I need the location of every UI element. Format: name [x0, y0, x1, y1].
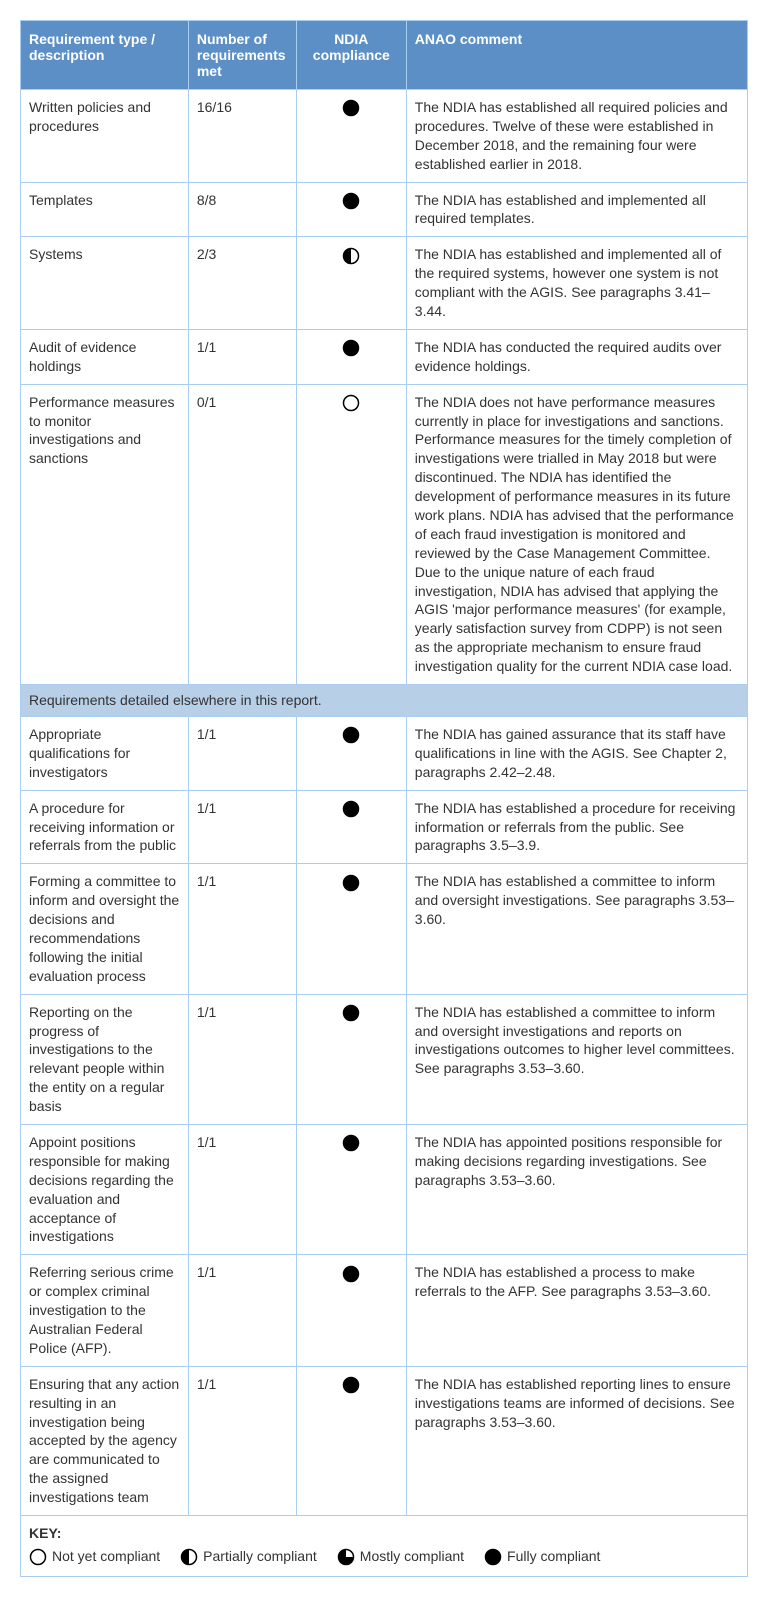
cell-met: 1/1: [188, 994, 296, 1124]
table-row: Appoint positions responsible for making…: [21, 1124, 748, 1254]
full-compliance-icon: [342, 99, 360, 115]
cell-met: 16/16: [188, 90, 296, 183]
cell-desc: Ensuring that any action resulting in an…: [21, 1366, 189, 1515]
table-header-row: Requirement type / description Number of…: [21, 21, 748, 90]
full-compliance-icon: [342, 339, 360, 355]
table-row: Referring serious crime or complex crimi…: [21, 1255, 748, 1366]
cell-comment: The NDIA has established all required po…: [406, 90, 747, 183]
table-row: Templates8/8 The NDIA has established and…: [21, 182, 748, 237]
col-header-comment: ANAO comment: [406, 21, 747, 90]
cell-desc: Performance measures to monitor investig…: [21, 384, 189, 684]
full-compliance-icon: [342, 726, 360, 742]
cell-met: 1/1: [188, 329, 296, 384]
full-compliance-icon: [342, 873, 360, 889]
cell-compliance: [296, 1124, 406, 1254]
cell-compliance: [296, 237, 406, 330]
cell-compliance: [296, 1366, 406, 1515]
cell-desc: Reporting on the progress of investigati…: [21, 994, 189, 1124]
cell-desc: Forming a committee to inform and oversi…: [21, 864, 189, 994]
cell-compliance: [296, 790, 406, 864]
key-item: Mostly compliant: [337, 1547, 464, 1566]
table-row: Written policies and procedures16/16 The …: [21, 90, 748, 183]
table-row: Reporting on the progress of investigati…: [21, 994, 748, 1124]
cell-met: 1/1: [188, 716, 296, 790]
cell-met: 1/1: [188, 1255, 296, 1366]
cell-comment: The NDIA has appointed positions respons…: [406, 1124, 747, 1254]
full-compliance-icon: [342, 1264, 360, 1280]
cell-desc: Audit of evidence holdings: [21, 329, 189, 384]
section-header-text: Requirements detailed elsewhere in this …: [21, 685, 748, 717]
cell-comment: The NDIA has established reporting lines…: [406, 1366, 747, 1515]
compliance-table: Requirement type / description Number of…: [20, 20, 748, 1577]
cell-compliance: [296, 1255, 406, 1366]
cell-compliance: [296, 994, 406, 1124]
cell-comment: The NDIA has established a process to ma…: [406, 1255, 747, 1366]
cell-comment: The NDIA has established a procedure for…: [406, 790, 747, 864]
cell-compliance: [296, 329, 406, 384]
key-item: Fully compliant: [484, 1547, 600, 1566]
key-item-text: Fully compliant: [507, 1547, 600, 1566]
cell-met: 2/3: [188, 237, 296, 330]
cell-desc: Written policies and procedures: [21, 90, 189, 183]
mostly-compliance-icon: [337, 1547, 355, 1566]
key-item: Not yet compliant: [29, 1547, 160, 1566]
none-compliance-icon: [29, 1547, 47, 1566]
full-compliance-icon: [342, 192, 360, 208]
full-compliance-icon: [342, 800, 360, 816]
key-item-text: Partially compliant: [203, 1547, 317, 1566]
table-row: Ensuring that any action resulting in an…: [21, 1366, 748, 1515]
table-row: Performance measures to monitor investig…: [21, 384, 748, 684]
key-item: Partially compliant: [180, 1547, 317, 1566]
cell-comment: The NDIA has gained assurance that its s…: [406, 716, 747, 790]
key-cell: KEY: Not yet compliant Partially compliant…: [21, 1516, 748, 1577]
full-compliance-icon: [342, 1004, 360, 1020]
cell-met: 1/1: [188, 1366, 296, 1515]
key-label: KEY:: [29, 1524, 739, 1543]
cell-desc: Templates: [21, 182, 189, 237]
table-row: Appropriate qualifications for investiga…: [21, 716, 748, 790]
cell-compliance: [296, 716, 406, 790]
cell-met: 1/1: [188, 864, 296, 994]
cell-compliance: [296, 864, 406, 994]
cell-compliance: [296, 384, 406, 684]
full-compliance-icon: [342, 1376, 360, 1392]
full-compliance-icon: [342, 1134, 360, 1150]
col-header-met: Number of requirements met: [188, 21, 296, 90]
key-item-text: Mostly compliant: [360, 1547, 464, 1566]
cell-met: 8/8: [188, 182, 296, 237]
key-item-text: Not yet compliant: [52, 1547, 160, 1566]
cell-comment: The NDIA has established a committee to …: [406, 864, 747, 994]
col-header-compliance: NDIA compliance: [296, 21, 406, 90]
cell-comment: The NDIA has established a committee to …: [406, 994, 747, 1124]
cell-desc: Systems: [21, 237, 189, 330]
partial-compliance-icon: [342, 246, 360, 262]
col-header-desc: Requirement type / description: [21, 21, 189, 90]
cell-met: 1/1: [188, 790, 296, 864]
none-compliance-icon: [342, 394, 360, 410]
cell-met: 1/1: [188, 1124, 296, 1254]
cell-compliance: [296, 182, 406, 237]
cell-compliance: [296, 90, 406, 183]
cell-desc: Appropriate qualifications for investiga…: [21, 716, 189, 790]
cell-comment: The NDIA has established and implemented…: [406, 237, 747, 330]
cell-comment: The NDIA has conducted the required audi…: [406, 329, 747, 384]
cell-comment: The NDIA has established and implemented…: [406, 182, 747, 237]
table-row: Forming a committee to inform and oversi…: [21, 864, 748, 994]
table-row: Systems2/3 The NDIA has established and i…: [21, 237, 748, 330]
full-compliance-icon: [484, 1547, 502, 1566]
key-row: KEY: Not yet compliant Partially compliant…: [21, 1516, 748, 1577]
key-items: Not yet compliant Partially compliant Most…: [29, 1547, 739, 1566]
section-header-row: Requirements detailed elsewhere in this …: [21, 685, 748, 717]
cell-desc: Referring serious crime or complex crimi…: [21, 1255, 189, 1366]
cell-met: 0/1: [188, 384, 296, 684]
table-row: A procedure for receiving information or…: [21, 790, 748, 864]
table-row: Audit of evidence holdings1/1 The NDIA ha…: [21, 329, 748, 384]
cell-desc: A procedure for receiving information or…: [21, 790, 189, 864]
cell-comment: The NDIA does not have performance measu…: [406, 384, 747, 684]
cell-desc: Appoint positions responsible for making…: [21, 1124, 189, 1254]
partial-compliance-icon: [180, 1547, 198, 1566]
